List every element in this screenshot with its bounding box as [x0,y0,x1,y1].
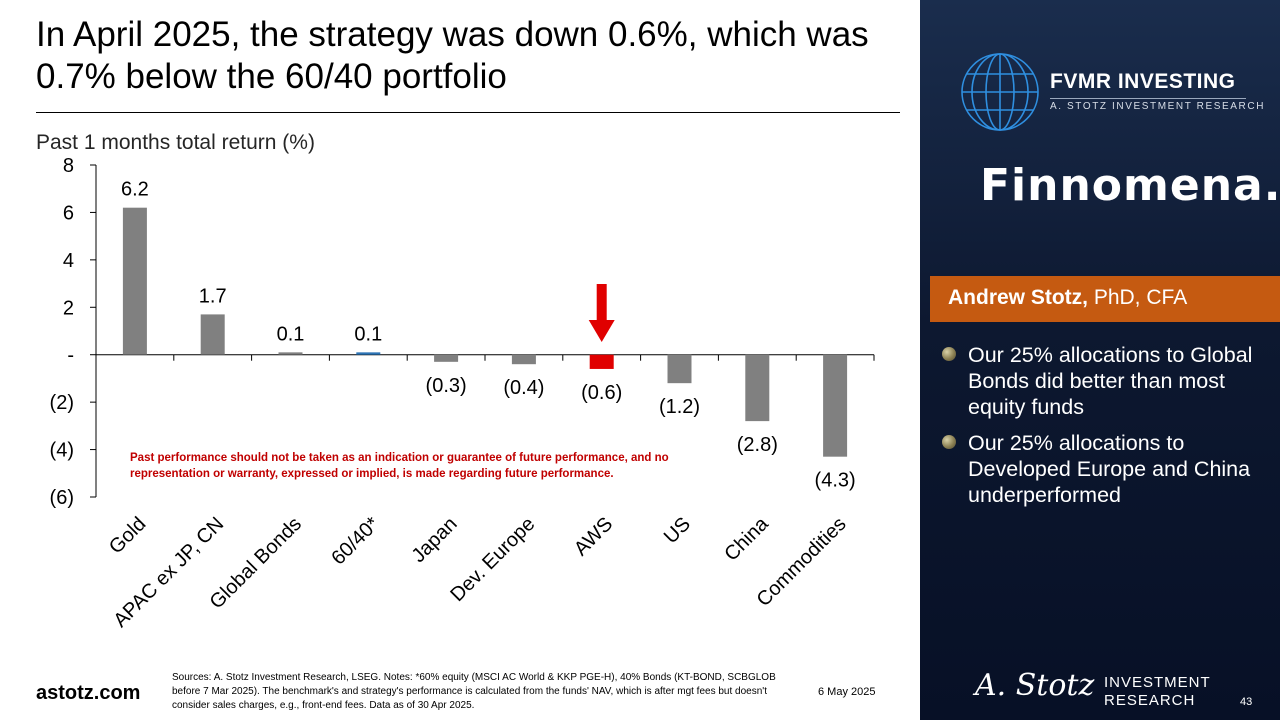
author-banner [930,276,1280,322]
category-label: China [720,512,773,565]
author-label: Andrew Stotz, PhD, CFA [948,286,1187,310]
bar-commodities [823,354,848,457]
author-name: Andrew Stotz, [948,286,1088,309]
sources-note: Sources: A. Stotz Investment Research, L… [172,672,776,711]
data-label: (0.4) [503,377,544,399]
list-item: Our 25% allocations to Developed Europe … [940,430,1260,508]
y-tick-label: - [67,345,74,367]
brand-name: FVMR INVESTING [1050,70,1236,93]
website-link[interactable]: astotz.com [36,682,141,704]
key-points-list: Our 25% allocations to Global Bonds did … [940,342,1260,518]
data-label: 0.1 [354,323,382,345]
bar-chart: Past 1 months total return (%)8 6 4 2 - (2) (4… [36,131,875,632]
brand-subtitle: A. STOTZ INVESTMENT RESEARCH [1050,101,1266,112]
data-label: 1.7 [199,285,227,307]
chart-title: Past 1 months total return (%) [36,131,315,154]
bar-china [745,354,770,422]
bar-apac-ex-jp-cn [200,314,225,355]
bullet-icon [942,347,956,361]
partner-logo: Finnomena. [980,160,1280,211]
bar-60-40 [356,352,381,355]
bullet-icon [942,435,956,449]
brand-divider [1050,98,1246,99]
globe-logo-icon [961,53,1039,131]
y-tick-label: (2) [50,392,74,414]
slide-date: 6 May 2025 [818,686,876,698]
disclaimer-text: Past performance should not be taken as … [130,452,669,480]
data-label: (0.6) [581,382,622,404]
list-item: Our 25% allocations to Global Bonds did … [940,342,1260,420]
category-label: Dev. Europe [446,513,539,606]
data-label: 0.1 [277,323,305,345]
slide-title: In April 2025, the strategy was down 0.6… [36,15,869,96]
category-label: Japan [408,513,462,567]
data-label: (0.3) [426,375,467,397]
author-credentials: PhD, CFA [1088,286,1188,309]
y-tick-label: 8 [63,155,74,177]
y-tick-label: 2 [63,297,74,319]
data-label: (1.2) [659,396,700,418]
category-label: AWS [570,513,617,560]
category-label: 60/40* [327,513,384,570]
signature-logo: A. Stotz [975,668,1095,703]
y-tick-label: 4 [63,250,74,272]
brand-panel [920,0,1280,720]
data-label: 6.2 [121,179,149,201]
bar-dev-europe [511,354,536,365]
data-label: (2.8) [737,434,778,456]
arrow-shaft [596,284,607,322]
bar-gold [122,207,147,355]
y-tick-label: 6 [63,202,74,224]
bar-aws [589,354,614,369]
research-label: INVESTMENT RESEARCH [1104,674,1211,709]
category-label: Gold [105,513,150,558]
page-number: 43 [1240,696,1253,708]
y-tick-label: (4) [50,440,74,462]
title-divider [36,112,900,113]
arrow-down-icon [588,320,615,342]
data-label: (4.3) [815,470,856,492]
category-label: US [660,513,695,548]
bar-global-bonds [278,352,303,355]
y-tick-label: (6) [50,487,74,509]
bar-us [667,354,692,384]
bar-japan [434,354,459,362]
